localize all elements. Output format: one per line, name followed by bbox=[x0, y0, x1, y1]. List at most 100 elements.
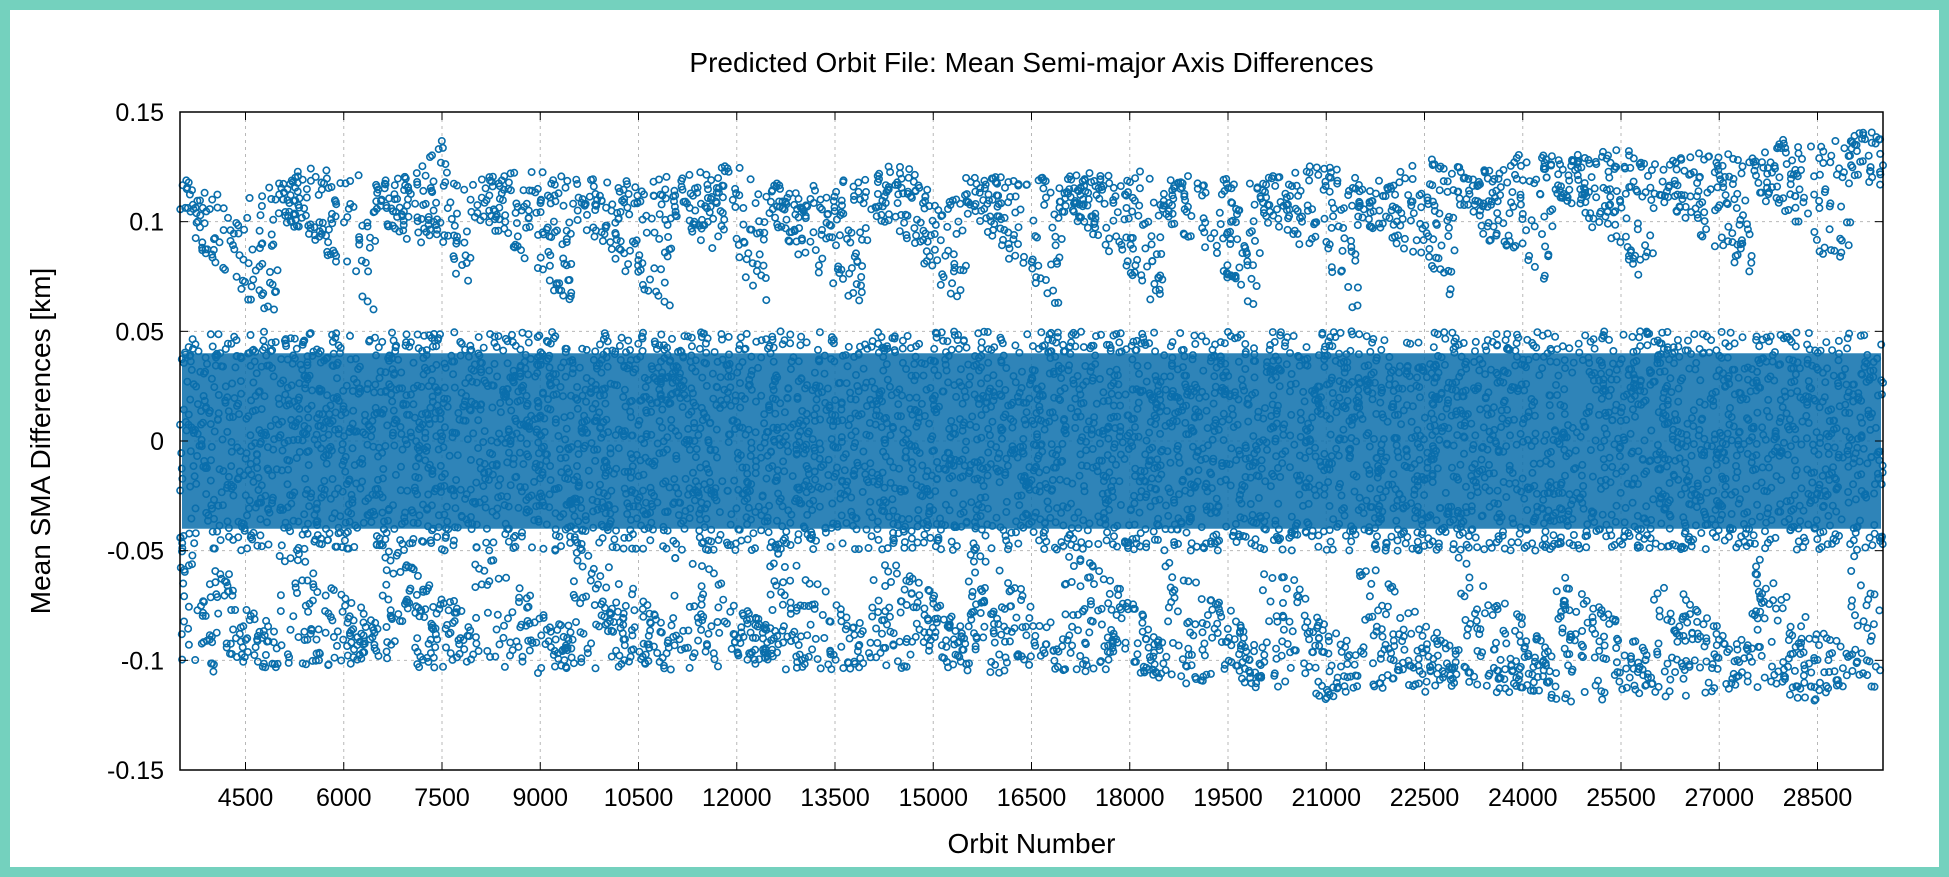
data-point bbox=[1717, 327, 1726, 336]
data-point bbox=[751, 633, 760, 642]
data-point bbox=[821, 587, 830, 596]
data-point bbox=[457, 339, 466, 348]
data-point bbox=[980, 176, 989, 185]
data-point bbox=[1067, 330, 1076, 339]
data-point bbox=[1191, 620, 1200, 629]
data-point bbox=[1059, 340, 1068, 349]
data-point bbox=[952, 229, 961, 238]
data-point bbox=[1181, 196, 1190, 205]
data-point bbox=[748, 281, 757, 290]
data-point bbox=[178, 544, 187, 553]
data-point bbox=[1847, 602, 1856, 611]
data-point bbox=[1828, 346, 1837, 355]
data-point bbox=[1408, 161, 1417, 170]
data-point bbox=[414, 228, 423, 237]
data-point bbox=[1104, 655, 1113, 664]
data-point bbox=[1554, 170, 1563, 179]
data-point bbox=[779, 578, 788, 587]
data-point bbox=[302, 193, 311, 202]
data-point bbox=[1815, 196, 1824, 205]
data-point bbox=[1057, 235, 1066, 244]
data-point bbox=[1861, 543, 1870, 552]
data-point bbox=[1563, 650, 1572, 659]
data-point bbox=[1723, 648, 1732, 657]
data-point bbox=[1292, 181, 1301, 190]
data-point bbox=[998, 235, 1007, 244]
data-point bbox=[781, 665, 790, 674]
data-point bbox=[697, 562, 706, 571]
data-point bbox=[774, 223, 783, 232]
data-point bbox=[1290, 576, 1299, 585]
data-point bbox=[1143, 262, 1152, 271]
data-point bbox=[813, 580, 822, 589]
data-point bbox=[1414, 338, 1423, 347]
data-point bbox=[1347, 537, 1356, 546]
data-point bbox=[382, 622, 391, 631]
data-point bbox=[421, 171, 430, 180]
data-point bbox=[1052, 545, 1061, 554]
data-point bbox=[1565, 606, 1574, 615]
data-point bbox=[1866, 589, 1875, 598]
data-point bbox=[596, 572, 605, 581]
data-point bbox=[1005, 637, 1014, 646]
data-point bbox=[841, 625, 850, 634]
data-point bbox=[1094, 539, 1103, 548]
data-point bbox=[1154, 211, 1163, 220]
data-point bbox=[1166, 176, 1175, 185]
data-point bbox=[1554, 156, 1563, 165]
data-point bbox=[515, 584, 524, 593]
data-point bbox=[235, 251, 244, 260]
data-point bbox=[1798, 154, 1807, 163]
data-point bbox=[1338, 246, 1347, 255]
data-point bbox=[714, 174, 723, 183]
data-point bbox=[1084, 539, 1093, 548]
data-point bbox=[1728, 180, 1737, 189]
data-point bbox=[874, 608, 883, 617]
data-point bbox=[1149, 527, 1158, 536]
data-point bbox=[1182, 528, 1191, 537]
data-point bbox=[1834, 336, 1843, 345]
data-point bbox=[241, 635, 250, 644]
data-point bbox=[1090, 580, 1099, 589]
data-point bbox=[868, 612, 877, 621]
data-point bbox=[1107, 605, 1116, 614]
data-point bbox=[384, 547, 393, 556]
data-point bbox=[1752, 335, 1761, 344]
data-point bbox=[688, 559, 697, 568]
data-point bbox=[511, 531, 520, 540]
data-point bbox=[267, 230, 276, 239]
data-point bbox=[665, 301, 674, 310]
data-point bbox=[1704, 678, 1713, 687]
data-point bbox=[332, 200, 341, 209]
data-point bbox=[1733, 156, 1742, 165]
data-point bbox=[1859, 617, 1868, 626]
data-point bbox=[523, 616, 532, 625]
data-point bbox=[670, 641, 679, 650]
data-point bbox=[305, 330, 314, 339]
data-point bbox=[1116, 329, 1125, 338]
data-point bbox=[1582, 543, 1591, 552]
data-point bbox=[1249, 217, 1258, 226]
data-point bbox=[1512, 657, 1521, 666]
data-point bbox=[328, 616, 337, 625]
data-point bbox=[1646, 231, 1655, 240]
data-point bbox=[1769, 596, 1778, 605]
data-point bbox=[1333, 176, 1342, 185]
data-point bbox=[1446, 285, 1455, 294]
data-point bbox=[1868, 541, 1877, 550]
data-point bbox=[667, 334, 676, 343]
data-point bbox=[802, 338, 811, 347]
data-point bbox=[396, 567, 405, 576]
data-point bbox=[709, 569, 718, 578]
data-point bbox=[751, 199, 760, 208]
data-point bbox=[237, 546, 246, 555]
data-point bbox=[1351, 256, 1360, 265]
data-point bbox=[1264, 218, 1273, 227]
data-point bbox=[545, 276, 554, 285]
data-point bbox=[1186, 628, 1195, 637]
data-point bbox=[280, 557, 289, 566]
data-point bbox=[1362, 332, 1371, 341]
data-point bbox=[1136, 529, 1145, 538]
data-point bbox=[926, 533, 935, 542]
data-point bbox=[1574, 339, 1583, 348]
